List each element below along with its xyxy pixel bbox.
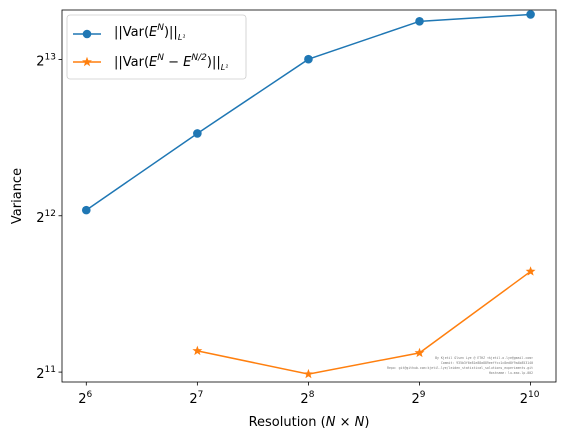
legend-label-series-1: ||Var(EN − EN/2)||L¹ [114,53,228,72]
x-tick-label-4: 210 [520,390,540,407]
watermark-line-3: Hostname: lu-max-lp-002 [489,371,533,375]
series-1-line [197,270,532,375]
watermark: By Kjetil Olsen Lye @ ETHZ <kjetil.o.lye… [387,356,533,375]
watermark-line-2: Repo: git@github.com:kjetil-lye/leiden_s… [387,366,533,370]
legend-label-series-0: ||Var(EN)||L¹ [114,23,186,42]
series-0-point-1 [193,129,202,138]
series-1-point-2 [303,368,314,379]
legend-marker-series-0 [73,29,101,39]
y-tick-label-1: 212 [36,209,56,226]
legend-marker-series-1 [73,56,101,67]
x-tick-label-0: 26 [78,390,92,407]
x-axis-ticks: 26 27 28 29 210 [78,382,540,407]
watermark-line-0: By Kjetil Olsen Lye @ ETHZ <kjetil.o.lye… [435,356,533,360]
y-tick-label-0: 211 [36,365,56,382]
y-tick-label-2: 213 [36,52,56,69]
series-1-point-1 [192,345,203,356]
legend-symbol-series-1 [82,56,92,67]
watermark-line-1: Commit: 935b3f6e81e88a889eeffcc1c8ed8f9a… [441,361,533,365]
y-axis-label: Variance [10,168,25,224]
x-tick-label-1: 27 [189,390,203,407]
legend-symbol-series-0 [82,29,92,39]
legend-box [66,14,247,80]
series-1-point-4 [525,266,536,276]
series-layer [81,10,536,379]
x-axis-label: Resolution (N × N) [249,415,370,430]
x-tick-label-2: 28 [300,390,314,407]
plot-frame [61,9,557,383]
series-0-point-4 [526,10,535,19]
y-axis-ticks: 211 212 213 [36,52,62,382]
legend: ||Var(EN)||L¹ ||Var(EN − EN/2)||L¹ [66,14,247,80]
series-1-point-3 [414,347,425,358]
series-0-point-2 [304,54,313,64]
x-tick-label-3: 29 [412,390,426,407]
series-0-point-3 [415,17,424,26]
series-0-point-0 [81,205,91,215]
